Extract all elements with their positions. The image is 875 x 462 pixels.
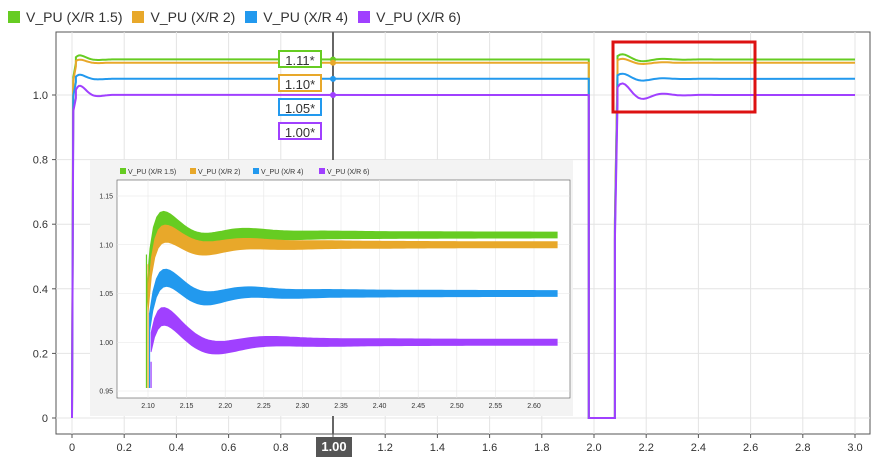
legend-item[interactable]: V_PU (X/R 2) bbox=[132, 9, 235, 25]
main-series bbox=[71, 53, 856, 419]
x-tick-label: 1.4 bbox=[430, 442, 445, 454]
inset-x-tick-label: 2.60 bbox=[527, 403, 541, 410]
x-tick-label: 0.4 bbox=[169, 442, 184, 454]
series-line[interactable] bbox=[71, 82, 855, 419]
highlight-box bbox=[611, 40, 757, 114]
zoom-inset: V_PU (X/R 1.5) V_PU (X/R 2) V_PU (X/R 4) V_… bbox=[90, 160, 573, 416]
x-tick-label: 2.0 bbox=[586, 442, 601, 454]
inset-x-tick-label: 2.25 bbox=[257, 403, 271, 410]
legend-swatch bbox=[358, 11, 371, 23]
inset-legend-swatch bbox=[319, 168, 325, 174]
inset-legend: V_PU (X/R 1.5) V_PU (X/R 2) V_PU (X/R 4) V_… bbox=[120, 168, 369, 176]
x-tick-label: 2.6 bbox=[743, 442, 758, 454]
cursor-dot bbox=[330, 59, 336, 66]
x-tick-label: 0.2 bbox=[117, 442, 132, 454]
inset-legend-label: V_PU (X/R 2) bbox=[198, 169, 240, 176]
series-line[interactable] bbox=[71, 53, 855, 419]
inset-x-tick-label: 2.50 bbox=[450, 403, 464, 410]
inset-y-tick-label: 1.15 bbox=[99, 194, 113, 201]
x-tick-label: 2.4 bbox=[691, 442, 706, 454]
y-tick-label: 0.6 bbox=[33, 219, 48, 231]
y-tick-label: 0.8 bbox=[33, 155, 48, 167]
series-line[interactable] bbox=[71, 72, 856, 419]
inset-x-tick-label: 2.15 bbox=[180, 403, 194, 410]
cursor-x-badge[interactable]: 1.00 bbox=[316, 437, 352, 457]
inset-x-tick-label: 2.30 bbox=[296, 403, 310, 410]
inset-y-tick-label: 1.10 bbox=[99, 242, 113, 249]
legend-label: V_PU (X/R 6) bbox=[376, 9, 461, 25]
legend-item[interactable]: V_PU (X/R 1.5) bbox=[8, 9, 122, 25]
legend-label: V_PU (X/R 1.5) bbox=[26, 9, 123, 25]
cursor-value-box: 1.11* bbox=[278, 50, 322, 68]
inset-x-tick-label: 2.20 bbox=[218, 403, 232, 410]
inset-legend-swatch bbox=[120, 168, 126, 174]
legend-swatch bbox=[245, 11, 258, 23]
x-tick-label: 0 bbox=[69, 442, 75, 454]
x-tick-label: 0.6 bbox=[221, 442, 236, 454]
y-tick-label: 0 bbox=[42, 413, 48, 425]
series-line[interactable] bbox=[71, 57, 855, 419]
cursor-value-box: 1.00* bbox=[278, 122, 322, 140]
inset-legend-label: V_PU (X/R 1.5) bbox=[128, 169, 176, 176]
inset-x-tick-label: 2.40 bbox=[373, 403, 387, 410]
inset-x-tick-label: 2.10 bbox=[141, 403, 155, 410]
x-tick-label: 1.2 bbox=[378, 442, 393, 454]
legend-item[interactable]: V_PU (X/R 6) bbox=[358, 9, 461, 25]
inset-x-tick-label: 2.35 bbox=[334, 403, 348, 410]
legend-swatch bbox=[8, 11, 20, 23]
legend-label: V_PU (X/R 4) bbox=[263, 9, 349, 25]
y-tick-label: 1.0 bbox=[33, 90, 48, 102]
cursor-value-box: 1.10* bbox=[278, 74, 322, 92]
inset-y-tick-label: 1.00 bbox=[99, 340, 113, 347]
legend: V_PU (X/R 1.5) V_PU (X/R 2) V_PU (X/R 4)… bbox=[8, 6, 461, 28]
inset-x-tick-label: 2.55 bbox=[489, 403, 503, 410]
inset-axis-ticks: 2.10 2.15 2.20 2.25 2.30 2.35 2.40 2.45 2.50 2.55… bbox=[99, 194, 541, 411]
inset-legend-swatch bbox=[253, 168, 259, 174]
legend-swatch bbox=[132, 11, 145, 23]
cursor-dots bbox=[330, 56, 336, 98]
inset-series-band[interactable] bbox=[150, 307, 558, 355]
cursor-value-box: 1.05* bbox=[278, 98, 322, 116]
inset-y-tick-label: 0.95 bbox=[99, 389, 113, 396]
inset-series-band[interactable] bbox=[147, 224, 558, 314]
x-tick-label: 1.8 bbox=[534, 442, 549, 454]
x-tick-label: 1.6 bbox=[482, 442, 497, 454]
inset-legend-label: V_PU (X/R 4) bbox=[261, 169, 303, 176]
x-tick-label: 2.2 bbox=[639, 442, 654, 454]
inset-series-band[interactable] bbox=[149, 268, 558, 333]
x-tick-label: 2.8 bbox=[795, 442, 810, 454]
cursor-dot bbox=[330, 75, 336, 82]
inset-y-tick-label: 1.05 bbox=[99, 291, 113, 298]
legend-item[interactable]: V_PU (X/R 4) bbox=[245, 9, 348, 25]
inset-x-tick-label: 2.45 bbox=[411, 403, 425, 410]
inset-series bbox=[145, 210, 558, 388]
x-tick-label: 0.8 bbox=[273, 442, 288, 454]
x-tick-label: 3.0 bbox=[847, 442, 862, 454]
inset-legend-label: V_PU (X/R 6) bbox=[327, 169, 369, 176]
cursor-dot bbox=[330, 92, 336, 98]
y-tick-label: 0.4 bbox=[33, 284, 48, 296]
legend-label: V_PU (X/R 2) bbox=[150, 9, 236, 25]
y-tick-label: 0.2 bbox=[33, 348, 48, 360]
inset-legend-swatch bbox=[190, 168, 196, 174]
